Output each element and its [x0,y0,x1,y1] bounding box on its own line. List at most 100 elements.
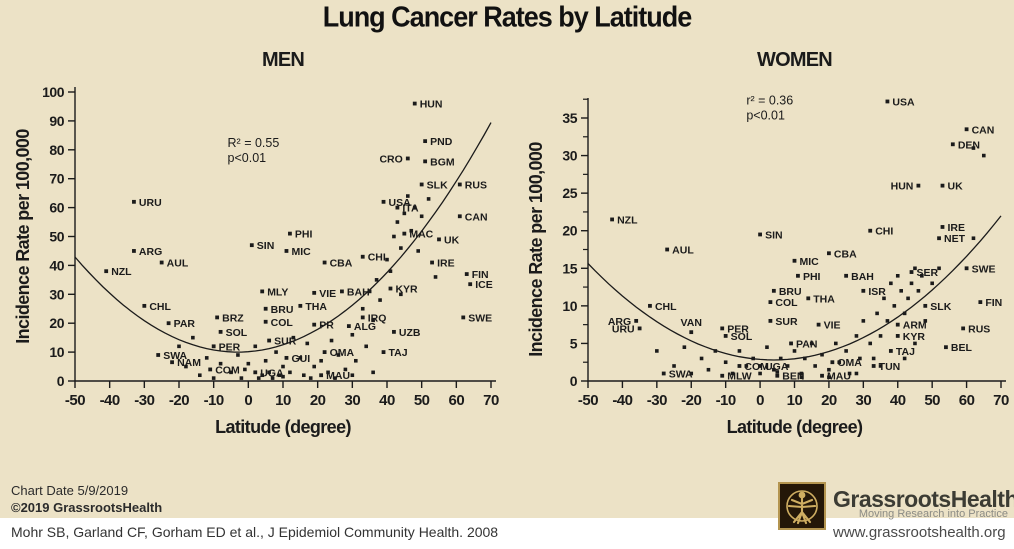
data-point [395,220,400,224]
data-point [204,356,209,360]
data-point [239,376,244,380]
point-BRU [771,288,776,293]
label-PND: PND [430,136,453,148]
grassrootshealth-logo [778,482,826,530]
svg-text:80: 80 [49,142,64,158]
point-MAU [820,373,824,378]
data-point [713,349,718,353]
data-point [211,376,216,380]
svg-text:-30: -30 [647,392,667,409]
label-HUN: HUN [420,99,443,111]
data-point [343,367,348,372]
svg-text:20: 20 [310,392,326,409]
data-point [388,269,393,273]
logo-tagline: Moving Research into Practice [858,508,1008,520]
data-point [775,370,780,374]
label-HUN: HUN [891,181,914,193]
data-point [277,373,282,378]
point-GUI [284,355,289,360]
data-point [930,281,934,286]
svg-text:40: 40 [379,392,395,409]
data-point [858,356,862,361]
data-point [827,367,831,372]
label-COM: COM [744,361,769,373]
point-BEN [775,373,780,378]
data-point [291,335,296,340]
label-PER: PER [219,341,241,353]
point-CHL [648,303,652,308]
svg-text:30: 30 [344,392,360,409]
point-PER [211,344,216,349]
label-OMA: OMA [837,357,862,369]
label-NZL: NZL [617,214,638,226]
data-point [899,289,903,293]
data-point [298,356,303,360]
label-SIN: SIN [765,229,783,241]
label-SWE: SWE [468,312,492,324]
point-CRO [405,156,410,161]
data-point [913,341,917,346]
svg-text:60: 60 [448,392,464,409]
svg-text:50: 50 [924,392,940,409]
point-BGM [423,159,428,164]
point-NZL [610,217,614,222]
label-BAH: BAH [347,286,370,298]
point-CHI [360,254,365,259]
data-point [281,364,285,369]
label-CRO: CRO [379,153,402,165]
point-PHI [288,231,292,236]
label-VIE: VIE [824,320,841,332]
data-point [937,266,941,271]
svg-text:10: 10 [275,392,291,409]
svg-text:70: 70 [993,392,1009,409]
data-point [177,344,181,349]
label-USA: USA [389,197,412,209]
point-MIC [284,249,289,253]
data-point [909,281,914,286]
point-SLK [419,182,424,187]
label-KYR: KYR [903,331,926,343]
data-point [246,361,251,366]
point-PND [423,139,428,144]
page-title: Lung Cancer Rates by Latitude [322,1,693,33]
label-ARM: ARM [903,320,927,332]
data-point [305,341,310,346]
data-point [374,278,379,282]
data-point [288,370,292,375]
data-point [885,319,890,323]
women-xlabel: Latitude (degree) [727,417,863,437]
data-point [655,349,659,353]
data-point [263,358,268,363]
data-point [699,356,704,361]
data-point [399,246,403,250]
point-ITA [395,205,400,210]
svg-text:20: 20 [821,392,837,409]
label-BEL: BEL [951,342,973,354]
label-TUN: TUN [879,361,901,373]
chart-date: Chart Date 5/9/2019 [11,483,129,498]
point-UGA [253,370,258,375]
label-DEN: DEN [958,139,980,151]
data-point [229,370,233,375]
point-URU [132,199,136,204]
label-SWA: SWA [163,350,187,362]
data-point [706,367,711,372]
label-OMA: OMA [330,347,355,359]
men-annotation: p<0.01 [228,151,267,165]
point-RUS [457,182,462,187]
data-point [799,375,804,380]
point-FIN [464,272,469,276]
point-SER [909,270,914,274]
point-COL [768,300,773,304]
label-ITA: ITA [402,203,419,215]
svg-text:5: 5 [570,335,578,351]
svg-text:35: 35 [562,110,577,126]
website-link[interactable]: www.grassrootshealth.org [833,524,1006,541]
label-MAU: MAU [326,370,350,382]
svg-text:30: 30 [855,392,871,409]
svg-text:-10: -10 [204,392,224,409]
data-point [385,257,389,262]
data-point [281,374,285,379]
data-point [419,214,424,219]
label-UZB: UZB [399,327,421,339]
